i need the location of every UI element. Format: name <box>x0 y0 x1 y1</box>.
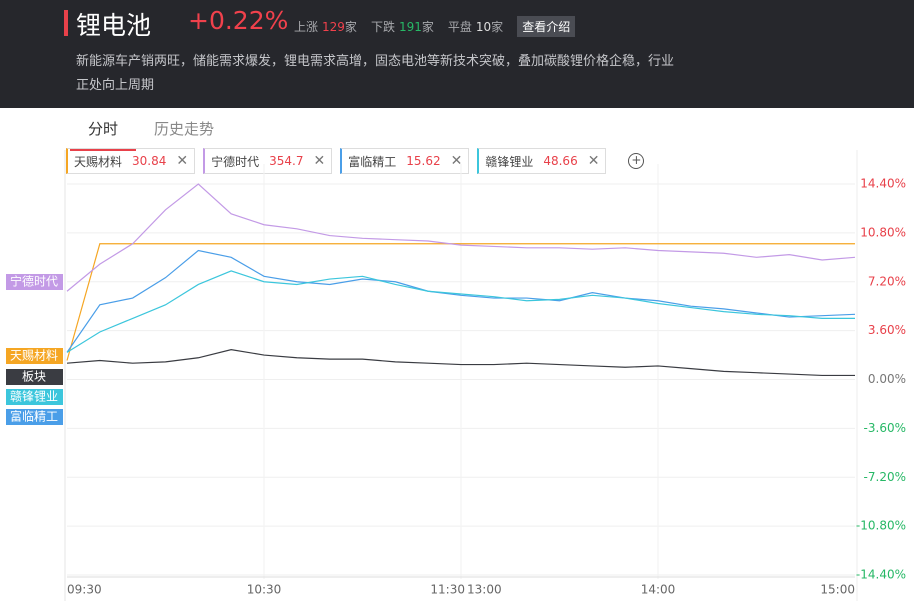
series-tag-label: 板块 <box>22 370 46 384</box>
series-tag-label: 富临精工 <box>10 409 58 424</box>
series-tag <box>6 369 63 385</box>
series-line <box>66 183 856 292</box>
x-tick-label: 10:30 <box>247 583 282 597</box>
x-tick-label: 11:30 <box>430 583 465 597</box>
x-tick-label: 14:00 <box>641 583 676 597</box>
series-line <box>66 349 855 377</box>
tabs: 分时 历史走势 <box>70 110 232 151</box>
header: 锂电池 +0.22% 上涨 129家 下跌 191家 平盘 10家 查看介绍 新能源车产销两… <box>0 0 914 108</box>
legend-name: 天赐材料 <box>74 154 123 169</box>
legend: 天赐材料 30.84 ✕ 宁德时代 354.7 ✕ 富临精工 15.62 ✕ 赣锋锂业 48.66 ✕… <box>66 148 645 174</box>
series-tag-label: 赣锋锂业 <box>10 389 58 404</box>
legend-price: 30.84 <box>132 154 167 168</box>
y-tick-label: -14.40% <box>856 568 906 582</box>
description: 新能源车产销两旺，储能需求爆发，锂电需求高增，固态电池等新技术突破，叠加碳酸锂价… <box>76 54 675 93</box>
stats: 上涨 129家 下跌 191家 平盘 10家 查看介绍 <box>294 16 576 37</box>
legend-price: 15.62 <box>406 154 441 168</box>
x-tick-label: 09:30 <box>67 583 102 597</box>
legend-close[interactable]: ✕ <box>176 153 189 169</box>
series-tag-label: 天赐材料 <box>10 349 58 363</box>
y-tick-label: 14.40% <box>860 177 906 191</box>
series-tag <box>6 389 63 405</box>
tab[interactable]: 分时 <box>70 110 137 151</box>
stat: 下跌 191家 <box>371 18 434 35</box>
stat-label: 平盘 <box>447 20 472 34</box>
y-tick-label: 3.60% <box>868 323 906 337</box>
change: +0.22% <box>188 6 289 35</box>
y-tick-label: 7.20% <box>868 274 906 288</box>
series-tag <box>6 409 63 425</box>
series-tag <box>6 348 63 364</box>
y-tick-label: 10.80% <box>860 225 906 239</box>
stat-unit: 家 <box>491 20 504 34</box>
x-tick-label: 15:00 <box>820 583 855 597</box>
legend-name: 赣锋锂业 <box>485 154 534 169</box>
y-tick-label: -10.80% <box>856 519 906 533</box>
y-tick-label: 0.00% <box>868 372 906 386</box>
series-line <box>66 270 855 353</box>
stat-count: 129 <box>322 20 345 34</box>
accent-bar <box>64 10 68 36</box>
legend-price: 48.66 <box>543 154 578 168</box>
legend-item: 宁德时代 354.7 ✕ <box>203 148 333 174</box>
legend-item: 天赐材料 30.84 ✕ <box>66 148 196 174</box>
stat-count: 191 <box>398 20 422 34</box>
stat: 上涨 129家 <box>294 18 357 35</box>
legend-name: 富临精工 <box>348 154 397 169</box>
title: 锂电池 <box>76 11 152 40</box>
add-button[interactable]: + <box>628 153 645 169</box>
stat-label: 下跌 <box>370 20 395 34</box>
legend-close[interactable]: ✕ <box>313 153 326 169</box>
stat-count: 10 <box>475 20 492 34</box>
legend-item: 富临精工 15.62 ✕ <box>340 148 470 174</box>
x-tick-label: 13:00 <box>467 583 502 597</box>
series-line <box>66 249 856 353</box>
tab[interactable]: 历史走势 <box>154 120 215 138</box>
legend-close[interactable]: ✕ <box>450 153 463 169</box>
legend-name: 宁德时代 <box>211 154 260 169</box>
stat-label: 上涨 <box>294 20 319 34</box>
series-tag <box>6 274 63 290</box>
y-tick-label: -7.20% <box>864 470 906 484</box>
series-line <box>66 243 855 361</box>
legend-close[interactable]: ✕ <box>587 153 600 169</box>
stat: 平盘 10家 <box>448 18 503 35</box>
series-tag-label: 宁德时代 <box>10 274 58 289</box>
stat-unit: 家 <box>344 20 357 34</box>
y-tick-label: -3.60% <box>864 421 906 435</box>
stat-unit: 家 <box>421 20 434 34</box>
intro-button[interactable]: 查看介绍 <box>517 16 576 37</box>
legend-item: 赣锋锂业 48.66 ✕ <box>477 148 607 174</box>
legend-price: 354.7 <box>269 154 304 168</box>
